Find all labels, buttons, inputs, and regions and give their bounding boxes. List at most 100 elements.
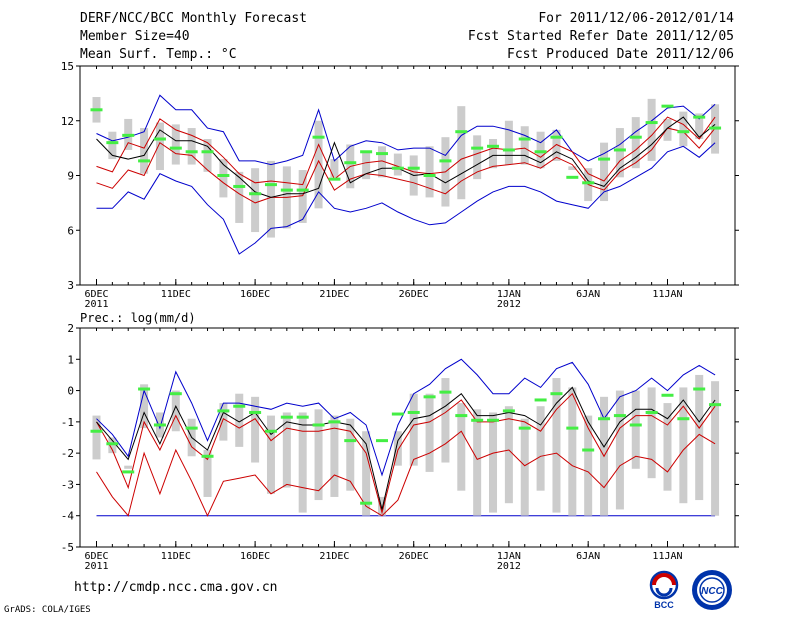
temp-panel: [76, 65, 739, 286]
temp-ytick-label: 9: [67, 170, 74, 183]
prec-obs-marker: [550, 392, 563, 396]
prec-ensemble-box: [536, 406, 545, 491]
temp-ensemble-box: [219, 159, 228, 198]
prec-obs-marker: [138, 387, 151, 391]
temp-ytick-label: 12: [61, 115, 74, 128]
prec-ensemble-box: [266, 415, 275, 494]
prec-panel: [76, 327, 739, 548]
temp-ensemble-box: [520, 126, 529, 165]
prec-obs-marker: [613, 414, 626, 418]
temp-ensemble-box: [393, 153, 402, 176]
prec-obs-marker: [249, 410, 262, 414]
temp-ensemble-box: [568, 166, 577, 171]
temp-obs-marker: [106, 141, 119, 145]
temp-obs-marker: [391, 166, 404, 170]
prec-ensemble-box: [235, 393, 244, 447]
ncc-logo: NCC: [692, 570, 732, 610]
temp-ytick-label: 15: [61, 60, 74, 73]
prec-ensemble-box: [92, 415, 101, 460]
prec-obs-marker: [296, 415, 309, 419]
temp-ensemble-box: [663, 118, 672, 141]
source-url[interactable]: http://cmdp.ncc.cma.gov.cn: [74, 580, 278, 595]
fcst-started-label: Fcst Started Refer Date 2011/12/05: [467, 29, 734, 44]
temp-obs-marker: [296, 188, 309, 192]
temp-ensemble-box: [473, 135, 482, 180]
prec-ensemble-box: [251, 396, 260, 463]
temp-obs-marker: [487, 144, 500, 148]
temp-ensemble-min-line: [96, 142, 716, 255]
temp-ensemble-box: [266, 160, 275, 238]
prec-obs-marker: [106, 442, 119, 446]
temp-ensemble-box: [457, 106, 466, 200]
temp-obs-marker: [185, 150, 198, 154]
temp-ensemble-box: [362, 151, 371, 180]
temp-xtick-label: 26DEC: [399, 289, 429, 300]
temp-xtick-label: 21DEC: [319, 289, 349, 300]
temp-ensemble-box: [489, 139, 498, 169]
prec-ensemble-box: [473, 409, 482, 516]
temp-obs-marker: [169, 146, 182, 150]
prec-obs-marker: [169, 392, 182, 396]
temp-obs-marker: [439, 159, 452, 163]
temp-ensemble-box: [330, 159, 339, 178]
temp-obs-marker: [566, 175, 579, 179]
temp-obs-marker: [629, 135, 642, 139]
prec-xtick-label: 26DEC: [399, 551, 429, 562]
temp-ensemble-box: [647, 98, 656, 161]
prec-obs-marker: [423, 395, 436, 399]
temp-ytick-label: 6: [67, 224, 74, 237]
prec-obs-marker: [471, 418, 484, 422]
temp-obs-marker: [375, 152, 388, 156]
prec-ensemble-box: [711, 381, 720, 516]
temp-ensemble-box: [235, 171, 244, 223]
prec-ensemble-box: [298, 412, 307, 513]
prec-obs-marker: [709, 403, 722, 407]
prec-xtick-label: 6JAN: [576, 551, 600, 562]
prec-obs-marker: [201, 454, 214, 458]
prec-obs-marker: [518, 426, 531, 430]
temp-ensemble-box: [552, 129, 561, 161]
temp-xtick-label: 11DEC: [161, 289, 191, 300]
prec-ensemble-box: [647, 387, 656, 479]
temp-obs-marker: [613, 148, 626, 152]
prec-ytick-label: 1: [67, 353, 74, 366]
temp-obs-marker: [344, 161, 357, 165]
prec-ensemble-box: [520, 418, 529, 516]
prec-ytick-label: -3: [61, 478, 74, 491]
prec-ensemble-mean-line: [96, 386, 716, 510]
temp-ensemble-box: [203, 139, 212, 172]
prec-obs-marker: [487, 418, 500, 422]
temp-obs-marker: [407, 166, 420, 170]
temp-xtick-label: 11JAN: [652, 289, 682, 300]
temp-xtick-label: 16DEC: [240, 289, 270, 300]
temp-obs-marker: [201, 150, 214, 154]
ncc-logo-text: NCC: [701, 586, 723, 597]
prec-obs-marker: [629, 423, 642, 427]
temp-obs-marker: [502, 148, 515, 152]
temp-ensemble-box: [108, 131, 117, 160]
bcc-logo: BCC: [649, 570, 679, 610]
prec-ensemble-box: [219, 403, 228, 441]
temp-plot-frame: [79, 65, 736, 286]
prec-ensemble-box: [584, 415, 593, 516]
prec-obs-marker: [280, 415, 293, 419]
temp-ensemble-box: [140, 128, 149, 174]
temp-ensemble-box: [504, 120, 513, 165]
temp-ytick-label: 3: [67, 279, 74, 292]
temp-ensemble-box: [536, 131, 545, 169]
temp-obs-marker: [90, 108, 103, 112]
prec-obs-marker: [153, 423, 166, 427]
temp-ensemble-box: [425, 146, 434, 198]
temp-obs-marker: [360, 150, 373, 154]
temp-obs-marker: [233, 184, 246, 188]
prec-obs-marker: [693, 387, 706, 391]
prec-obs-marker: [312, 423, 325, 427]
temp-obs-marker: [138, 159, 151, 163]
temp-obs-marker: [550, 135, 563, 139]
temp-ensemble-box: [600, 142, 609, 202]
prec-obs-marker: [439, 390, 452, 394]
prec-panel-title: Prec.: log(mm/d): [80, 311, 196, 325]
temp-obs-marker: [677, 130, 690, 134]
prec-ytick-label: -4: [61, 510, 75, 523]
